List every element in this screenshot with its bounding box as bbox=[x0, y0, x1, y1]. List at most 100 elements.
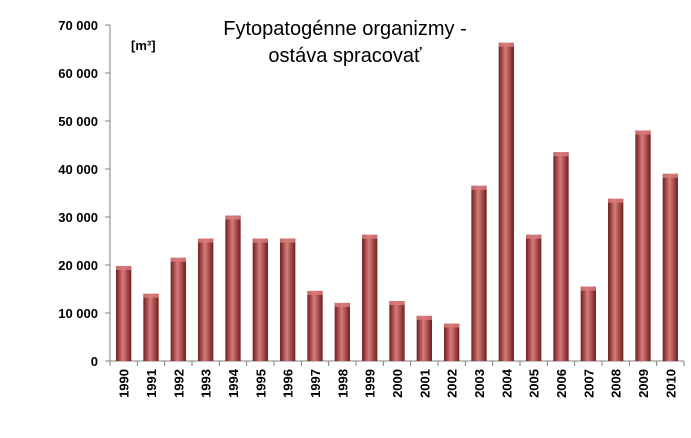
bar-body bbox=[334, 302, 350, 361]
x-axis: 1990 1991 1992 1993 1994 1995 1996 1997 1998 1999… bbox=[109, 360, 685, 398]
y-axis-unit-label: [m³] bbox=[131, 38, 156, 53]
y-tick-label: 70 000 bbox=[58, 18, 98, 33]
bar-body bbox=[662, 173, 678, 361]
x-tick-label: 1998 bbox=[335, 369, 350, 398]
x-tick-label: 1994 bbox=[226, 368, 241, 398]
bar-body bbox=[444, 323, 460, 361]
bar-top-bevel bbox=[307, 290, 323, 295]
bar-body bbox=[116, 265, 132, 361]
bar-2009 bbox=[635, 130, 651, 361]
x-tick-label: 2004 bbox=[499, 368, 514, 398]
bar-top-bevel bbox=[225, 215, 241, 220]
bar-1999 bbox=[362, 234, 378, 361]
x-tick-label: 1991 bbox=[144, 369, 159, 398]
bar-top-bevel bbox=[116, 265, 132, 270]
x-tick-label: 2005 bbox=[527, 369, 542, 398]
bar-2001 bbox=[416, 315, 432, 361]
y-axis: 0 10 000 20 000 30 000 40 000 50 000 60 000 70 … bbox=[58, 18, 111, 369]
bars bbox=[116, 42, 678, 361]
y-tick-label: 10 000 bbox=[58, 306, 98, 321]
bar-body bbox=[362, 234, 378, 361]
bar-body bbox=[252, 238, 268, 361]
x-tick-label: 1992 bbox=[171, 369, 186, 398]
bar-1990 bbox=[116, 265, 132, 361]
bar-2002 bbox=[444, 323, 460, 361]
bar-top-bevel bbox=[662, 173, 678, 178]
bar-top-bevel bbox=[334, 302, 350, 307]
y-tick-label: 40 000 bbox=[58, 162, 98, 177]
bar-top-bevel bbox=[143, 293, 159, 298]
x-tick-label: 2009 bbox=[636, 369, 651, 398]
bar-top-bevel bbox=[526, 234, 542, 239]
bar-top-bevel bbox=[553, 152, 569, 157]
bar-2005 bbox=[526, 234, 542, 361]
bar-1994 bbox=[225, 215, 241, 361]
x-tick-label: 2001 bbox=[417, 369, 432, 398]
bar-body bbox=[143, 293, 159, 361]
bar-2007 bbox=[580, 286, 596, 361]
y-tick-label: 20 000 bbox=[58, 258, 98, 273]
y-tick-label: 50 000 bbox=[58, 114, 98, 129]
bar-2008 bbox=[608, 198, 624, 361]
bar-top-bevel bbox=[498, 42, 514, 47]
bar-top-bevel bbox=[444, 323, 460, 328]
bar-top-bevel bbox=[635, 130, 651, 135]
chart-title: Fytopatogénne organizmy - ostáva spracov… bbox=[223, 18, 466, 67]
bar-top-bevel bbox=[608, 198, 624, 203]
bar-top-bevel bbox=[280, 238, 296, 243]
bar-body bbox=[389, 301, 405, 361]
x-tick-label: 2002 bbox=[445, 369, 460, 398]
bar-body bbox=[170, 257, 186, 361]
bar-top-bevel bbox=[471, 185, 487, 190]
bar-top-bevel bbox=[170, 257, 186, 262]
bar-1998 bbox=[334, 302, 350, 361]
bar-top-bevel bbox=[580, 286, 596, 291]
bar-1993 bbox=[198, 238, 214, 361]
x-tick-label: 2006 bbox=[554, 369, 569, 398]
bar-body bbox=[225, 215, 241, 361]
bar-body bbox=[416, 315, 432, 361]
bar-body bbox=[580, 286, 596, 361]
x-tick-label: 1996 bbox=[281, 369, 296, 398]
y-tick-label: 0 bbox=[91, 354, 98, 369]
x-tick-label: 2010 bbox=[663, 369, 678, 398]
bar-body bbox=[198, 238, 214, 361]
bar-body bbox=[280, 238, 296, 361]
bar-body bbox=[553, 152, 569, 361]
x-tick-label: 1995 bbox=[253, 369, 268, 398]
bar-top-bevel bbox=[389, 301, 405, 305]
y-tick-label: 60 000 bbox=[58, 66, 98, 81]
y-tick-label: 30 000 bbox=[58, 210, 98, 225]
bar-body bbox=[471, 185, 487, 361]
bar-body bbox=[608, 198, 624, 361]
x-tick-label: 1999 bbox=[363, 369, 378, 398]
x-tick-label: 2000 bbox=[390, 369, 405, 398]
x-tick-label: 2007 bbox=[581, 369, 596, 398]
x-tick-label: 1997 bbox=[308, 369, 323, 398]
x-tick-label: 1990 bbox=[117, 369, 132, 398]
bar-body bbox=[635, 130, 651, 361]
bar-2004 bbox=[498, 42, 514, 361]
x-tick-label: 1993 bbox=[199, 369, 214, 398]
bar-top-bevel bbox=[198, 238, 214, 243]
bar-body bbox=[307, 290, 323, 361]
bar-1995 bbox=[252, 238, 268, 361]
bar-1992 bbox=[170, 257, 186, 361]
bar-1997 bbox=[307, 290, 323, 361]
x-tick-label: 2003 bbox=[472, 369, 487, 398]
x-tick-label: 2008 bbox=[609, 369, 624, 398]
bar-top-bevel bbox=[252, 238, 268, 243]
bar-top-bevel bbox=[362, 234, 378, 239]
chart-title-line-2: ostáva spracovať bbox=[268, 45, 422, 67]
bar-2000 bbox=[389, 301, 405, 361]
bar-top-bevel bbox=[416, 315, 432, 320]
bar-2006 bbox=[553, 152, 569, 361]
bar-body bbox=[498, 42, 514, 361]
bar-1991 bbox=[143, 293, 159, 361]
bar-2010 bbox=[662, 173, 678, 361]
bar-2003 bbox=[471, 185, 487, 361]
chart-title-line-1: Fytopatogénne organizmy - bbox=[223, 18, 466, 40]
bar-body bbox=[526, 234, 542, 361]
bar-1996 bbox=[280, 238, 296, 361]
